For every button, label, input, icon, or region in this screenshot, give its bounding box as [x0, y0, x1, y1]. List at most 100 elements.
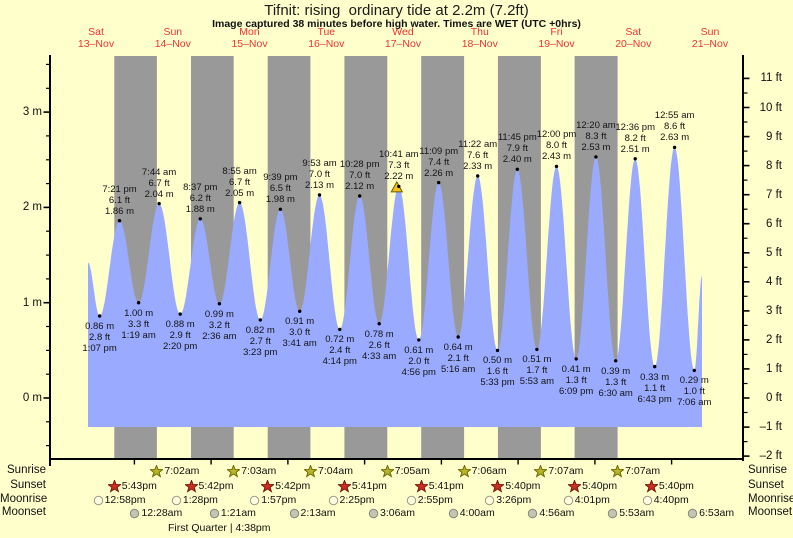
tide-extreme-dot: [692, 368, 696, 373]
day-date: 16–Nov: [308, 37, 345, 50]
sunrise-row-label-right: Sunrise: [748, 464, 787, 476]
tide-extreme-dot: [157, 201, 161, 206]
day-name: Thu: [470, 26, 489, 38]
high-tide-label: 12:00 pm 8.0 ft 2.43 m: [536, 129, 577, 163]
y-axis-label-left: 1 m: [22, 296, 42, 309]
high-tide-label: 7:44 am 6.7 ft 2.04 m: [141, 166, 177, 200]
tide-extreme-dot: [397, 184, 401, 189]
sunrise-time-text: 7:03am: [241, 465, 277, 477]
tide-extreme-dot: [358, 194, 362, 198]
high-tide-label: 10:28 pm 7.0 ft 2.12 m: [339, 159, 380, 192]
moonset-row-label-left: Moonset: [1, 506, 46, 518]
tide-extreme-dot: [278, 207, 283, 211]
current-time-marker-icon: [390, 180, 404, 193]
moonrise-time: 4:40pm: [642, 493, 689, 507]
moonrise-time: 4:01pm: [563, 493, 610, 507]
tide-extreme-dot: [237, 200, 242, 205]
sunset-icon: [568, 479, 582, 493]
moonset-time: 12:28am: [129, 506, 182, 520]
moonrise-icon: [328, 495, 338, 505]
sunset-time-text: 5:40pm: [582, 480, 618, 492]
sunset-time: 5:42pm: [261, 479, 310, 493]
moonset-time: 2:13am: [289, 506, 336, 520]
tide-extreme-dot: [97, 314, 102, 318]
y-axis-label-right: 2 ft: [766, 333, 782, 346]
y-axis-label-right: –2 ft: [759, 450, 782, 463]
moonrise-time-text: 2:55pm: [417, 494, 453, 506]
sunrise-time-text: 7:07am: [548, 465, 584, 477]
high-tide-label: 10:41 am 7.3 ft 2.22 m: [378, 149, 419, 183]
high-tide-label: 7:21 pm 6.1 ft 1.86 m: [102, 183, 137, 217]
y-axis-label-right: 0 ft: [766, 392, 782, 404]
moonrise-time-text: 3:26pm: [496, 494, 532, 506]
moonrise-time: 3:26pm: [484, 493, 531, 507]
high-tide-label: 8:55 am 6.7 ft 2.05 m: [222, 165, 257, 199]
day-date: 20–Nov: [615, 37, 652, 50]
low-tide-label: 0.72 m 2.4 ft 4:14 pm: [322, 334, 357, 368]
sunrise-time-text: 7:02am: [164, 465, 200, 477]
sunrise-time: 7:02am: [150, 464, 199, 478]
low-tide-label: 0.39 m 1.3 ft 6:30 am: [598, 365, 633, 399]
tide-curve-area: [88, 147, 702, 427]
low-tide-label: 0.78 m 2.6 ft 4:33 am: [362, 328, 397, 362]
sunset-icon: [107, 479, 121, 493]
sunset-time-text: 5:41pm: [428, 480, 464, 492]
moonrise-icon: [563, 495, 573, 505]
day-label: Fri 19–Nov: [525, 26, 589, 50]
sunrise-time: 7:06am: [457, 464, 507, 478]
y-axis-label-right: –1 ft: [759, 421, 782, 434]
moonset-time: 6:53am: [687, 506, 734, 520]
y-axis-label-right: 3 ft: [766, 304, 782, 317]
sunset-row-label-right: Sunset: [748, 479, 784, 491]
sunset-time-text: 5:43pm: [121, 480, 157, 492]
day-label: Tue 16–Nov: [294, 26, 358, 50]
sunrise-time: 7:07am: [534, 464, 583, 478]
low-tide-label: 0.82 m 2.7 ft 3:23 pm: [243, 324, 278, 358]
day-label: Wed 17–Nov: [371, 26, 435, 50]
sunset-time: 5:41pm: [337, 479, 387, 493]
tide-extreme-dot: [178, 312, 182, 316]
day-name: Tue: [317, 26, 336, 38]
moonset-time: 3:06am: [368, 506, 415, 520]
sunset-time-text: 5:42pm: [275, 480, 311, 492]
tide-extreme-dot: [198, 217, 202, 221]
y-axis-label-right: 8 ft: [766, 159, 782, 172]
sunset-time: 5:40pm: [644, 479, 694, 493]
moonset-icon: [209, 508, 220, 518]
low-tide-label: 0.99 m 3.2 ft 2:36 am: [202, 308, 237, 342]
sunset-time: 5:40pm: [568, 479, 617, 493]
moonrise-time: 2:25pm: [328, 493, 375, 507]
high-tide-label: 12:55 am 8.6 ft 2.63 m: [654, 110, 695, 144]
tide-extreme-dot: [672, 145, 677, 150]
moonset-icon: [289, 508, 299, 518]
y-axis-label-right: 9 ft: [766, 130, 782, 143]
moonset-time-text: 4:56am: [539, 507, 575, 519]
sunset-time: 5:40pm: [491, 479, 540, 493]
day-name: Mon: [239, 26, 260, 38]
moonrise-time: 1:57pm: [249, 493, 296, 507]
moonrise-icon: [406, 495, 416, 505]
sunrise-time-text: 7:04am: [318, 465, 354, 477]
day-date: 13–Nov: [77, 37, 115, 50]
chart-title: Tifnit: rising ordinary tide at 2.2m (7.…: [264, 2, 529, 19]
sunset-time: 5:43pm: [107, 479, 157, 493]
low-tide-label: 0.61 m 2.0 ft 4:56 pm: [401, 344, 436, 378]
moonset-row-label-right: Moonset: [748, 506, 793, 518]
day-date: 21–Nov: [691, 37, 729, 50]
high-tide-label: 12:36 pm 8.2 ft 2.51 m: [615, 121, 655, 155]
moonset-time-text: 2:13am: [300, 507, 336, 519]
sunset-icon: [491, 479, 505, 493]
tide-extreme-dot: [594, 155, 598, 159]
moon-phase-label: First Quarter | 4:38pm: [168, 522, 271, 534]
moonrise-row-label-left: Moonrise: [0, 493, 48, 505]
sunset-time-text: 5:42pm: [198, 480, 234, 492]
sunrise-time: 7:05am: [380, 464, 430, 478]
sunset-row-label-left: Sunset: [10, 479, 46, 491]
day-name: Sat: [625, 26, 642, 38]
sunrise-row-label-left: Sunrise: [7, 464, 46, 476]
sunset-icon: [184, 479, 198, 493]
y-axis-label-right: 5 ft: [766, 246, 782, 259]
sunset-icon: [261, 479, 275, 493]
moonset-icon: [607, 508, 618, 518]
